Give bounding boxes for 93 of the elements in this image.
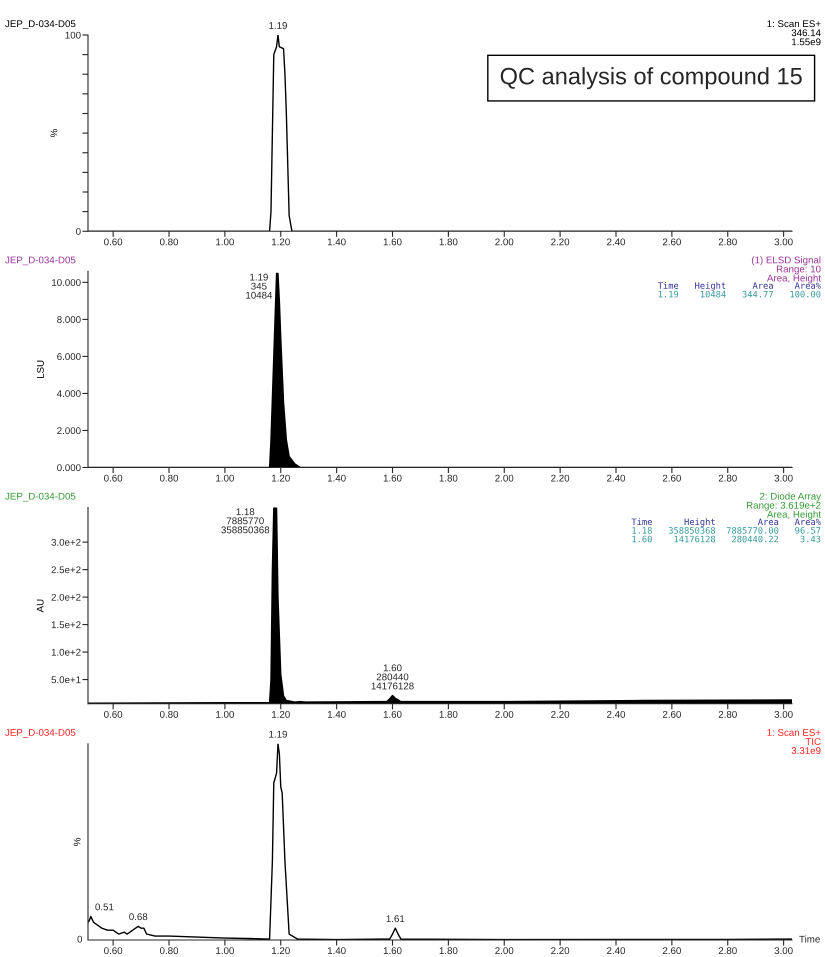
annotation: Time Height Area Area% [658, 282, 821, 291]
annotation: 1.18 7885770 358850368 [221, 508, 270, 534]
x-tick-label: 1.20 [272, 238, 290, 246]
text: JEP_D-034-D05 [5, 256, 76, 266]
x-tick-label: 1.40 [328, 947, 346, 954]
y-tick-label: 100 [66, 32, 81, 39]
annotation: 1.19 [269, 730, 287, 738]
x-tick-label: 0.60 [104, 474, 122, 482]
annotation: 0.51 [95, 903, 114, 910]
x-tick-label: 0.80 [160, 474, 178, 482]
x-tick-label: 1.00 [216, 238, 234, 246]
x-tick-label: 1.40 [328, 710, 346, 718]
x-tick-label: 2.80 [718, 238, 737, 246]
x-tick-label: 0.60 [104, 710, 122, 718]
text: JEP_D-034-D05 [5, 729, 76, 738]
x-tick-label: 1.00 [216, 710, 234, 718]
x-tick-label: 0.80 [160, 710, 178, 718]
x-tick-label: 2.20 [551, 238, 570, 246]
x-tick-label: 2.00 [495, 710, 514, 718]
annotation: 1.19 10484 344.77 100.00 [658, 290, 820, 298]
y-tick-label: 5.0e+1 [51, 676, 81, 684]
x-tick-label: 2.00 [495, 238, 514, 246]
x-axis-title: Time [799, 935, 820, 943]
x-tick-label: 1.20 [272, 710, 290, 718]
x-tick-label: 0.80 [160, 238, 178, 246]
x-tick-label: 1.20 [272, 474, 290, 482]
text: JEP_D-034-D05 [5, 492, 76, 502]
y-tick-label: 10.000 [52, 279, 81, 286]
x-tick-label: 1.60 [384, 238, 402, 246]
x-tick-label: 2.20 [551, 710, 570, 718]
x-tick-label: 1.60 [384, 947, 402, 954]
y-tick-label: 2.0e+2 [52, 594, 81, 601]
y-tick-label: 0 [76, 228, 81, 235]
x-tick-label: 2.80 [718, 710, 737, 718]
annotation: 1.61 [386, 915, 404, 922]
y-tick-label: 3.0e+2 [51, 538, 81, 546]
x-tick-label: 1.20 [272, 947, 290, 954]
annotation: 1.60 280440 14176128 [372, 664, 414, 690]
annotation: Time Height Area Area% [632, 518, 821, 527]
x-tick-label: 2.20 [551, 947, 570, 954]
annotation: 1.60 14176128 280440.22 3.43 [632, 536, 820, 542]
text: QC analysis of compound 15 [500, 67, 802, 90]
text: JEP_D-034-D05 [5, 20, 76, 29]
x-tick-label: 3.00 [774, 710, 793, 718]
y-tick-label: 0.000 [57, 464, 81, 472]
x-tick-label: 1.80 [440, 947, 458, 954]
x-tick-label: 2.40 [607, 474, 626, 482]
x-tick-label: 1.60 [384, 710, 402, 718]
x-tick-label: 2.00 [495, 474, 514, 482]
x-tick-label: 0.80 [160, 947, 178, 954]
x-tick-label: 1.00 [216, 947, 234, 954]
x-tick-label: 2.60 [662, 710, 681, 718]
annotation: 1.19 [269, 22, 287, 29]
annotation: 1.19 345 10484 [246, 274, 272, 299]
chart-subtitle: 1: Scan ES+ TIC 3.31e9 [767, 729, 821, 754]
x-tick-label: 2.60 [662, 947, 681, 954]
x-tick-label: 3.00 [774, 947, 793, 954]
y-tick-label: 8.000 [57, 316, 81, 324]
x-tick-label: 1.80 [440, 474, 458, 482]
y-axis-title: LSU [36, 360, 44, 378]
chart-subtitle: 2: Diode Array Range: 3.619e+2 Area, Height [746, 492, 821, 520]
x-tick-label: 1.60 [384, 474, 402, 482]
y-axis-title: AU [36, 600, 44, 612]
x-tick-label: 1.80 [440, 710, 458, 718]
x-tick-label: 2.40 [607, 710, 626, 718]
x-tick-label: 1.40 [328, 238, 346, 246]
x-tick-label: 2.60 [662, 238, 681, 246]
y-axis-title: % [50, 129, 58, 138]
y-tick-label: 2.5e+2 [52, 566, 81, 574]
chart-subtitle: 1: Scan ES+ 346.14 1.55e9 [767, 20, 821, 46]
x-tick-label: 2.00 [495, 947, 514, 954]
x-tick-label: 2.80 [718, 947, 737, 954]
x-tick-label: 2.20 [551, 474, 570, 482]
x-tick-label: 1.00 [216, 474, 234, 482]
annotation: 0.68 [129, 913, 148, 920]
x-tick-label: 2.40 [607, 947, 626, 954]
x-tick-label: 0.60 [104, 238, 122, 246]
y-tick-label: 4.000 [56, 390, 81, 398]
x-tick-label: 1.40 [328, 474, 346, 482]
x-tick-label: 2.40 [607, 238, 626, 246]
y-tick-label: 1.5e+2 [52, 621, 81, 628]
annotation: 1.18 358850368 7885770.00 96.57 [632, 527, 820, 534]
y-tick-label: 6.000 [57, 353, 81, 360]
x-tick-label: 0.60 [104, 947, 122, 954]
x-tick-label: 1.80 [440, 238, 458, 246]
x-tick-label: 3.00 [774, 238, 793, 246]
y-axis-title: % [74, 838, 80, 846]
x-tick-label: 3.00 [774, 474, 793, 482]
chart-subtitle: (1) ELSD Signal Range: 10 Area, Height [752, 256, 821, 284]
y-tick-label: 2.000 [57, 427, 81, 434]
x-tick-label: 2.80 [718, 474, 737, 482]
x-tick-label: 2.60 [662, 474, 681, 482]
y-tick-label: 1.0e+2 [52, 648, 81, 656]
